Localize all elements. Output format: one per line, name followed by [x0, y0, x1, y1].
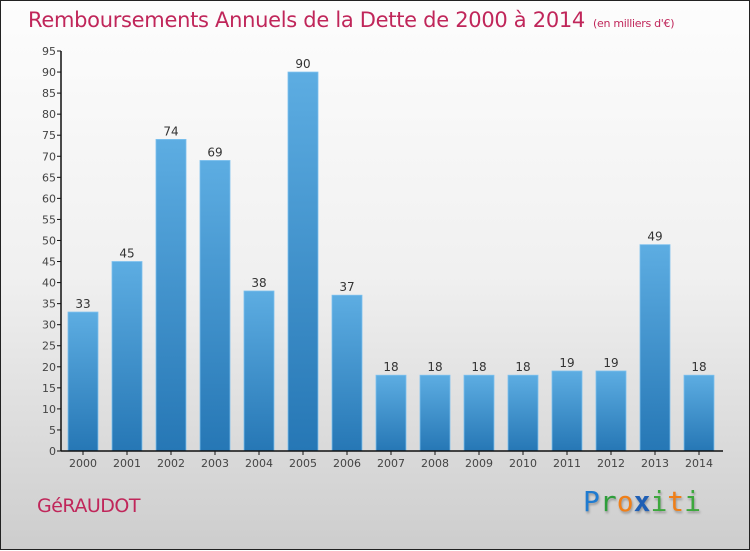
data-label-2008: 18	[427, 360, 442, 374]
logo-letter: i	[684, 485, 702, 518]
x-tick-label: 2000	[69, 457, 97, 470]
x-tick-label: 2007	[377, 457, 405, 470]
y-tick-label: 75	[42, 129, 56, 142]
bar-2011	[551, 370, 583, 452]
y-tick-label: 25	[42, 340, 56, 353]
data-label-2009: 18	[471, 360, 486, 374]
x-tick-label: 2014	[685, 457, 713, 470]
bar-2009	[463, 374, 495, 452]
chart-title: Remboursements Annuels de la Dette de 20…	[28, 8, 674, 32]
y-tick-label: 20	[42, 361, 56, 374]
y-tick-label: 80	[42, 108, 56, 121]
bar-2010	[507, 374, 539, 452]
y-tick-label: 40	[42, 277, 56, 290]
bar-2006	[331, 294, 363, 452]
x-tick-label: 2008	[421, 457, 449, 470]
y-tick-label: 10	[42, 403, 56, 416]
data-label-2010: 18	[515, 360, 530, 374]
title-text: Remboursements Annuels de la Dette de 20…	[28, 8, 585, 32]
data-label-2005: 90	[295, 57, 310, 71]
y-axis: 0 5 10 15 20 25 30 35 40 45 50 55 60 65 70 75 80 85 90 95	[42, 45, 62, 458]
bar-2004	[243, 290, 275, 452]
data-label-2004: 38	[251, 276, 266, 290]
y-tick-label: 30	[42, 319, 56, 332]
y-tick-label: 0	[49, 445, 56, 458]
y-tick-label: 15	[42, 382, 56, 395]
data-label-2001: 45	[119, 247, 134, 261]
x-tick-label: 2004	[245, 457, 273, 470]
data-label-2000: 33	[75, 297, 90, 311]
logo-letter: o	[616, 485, 634, 518]
y-tick-label: 5	[49, 424, 56, 437]
bar-2014	[683, 374, 715, 452]
x-tick-label: 2009	[465, 457, 493, 470]
x-axis: 2000 2001 2002 2003 2004 2005 2006 2007 2008 2009…	[61, 450, 723, 470]
y-tick-label: 70	[42, 150, 56, 163]
data-label-2007: 18	[383, 360, 398, 374]
bar-2003	[199, 160, 231, 452]
data-label-2006: 37	[339, 280, 354, 294]
x-tick-label: 2001	[113, 457, 141, 470]
x-tick-label: 2012	[597, 457, 625, 470]
x-tick-label: 2010	[509, 457, 537, 470]
chart-subtitle: (en milliers d'€)	[593, 17, 675, 30]
bar-2013	[639, 244, 671, 452]
y-tick-label: 65	[42, 171, 56, 184]
data-label-2003: 69	[207, 145, 222, 159]
logo-letter: t	[667, 485, 685, 518]
logo-letter: r	[599, 485, 617, 518]
y-tick-label: 50	[42, 234, 56, 247]
data-label-2013: 49	[647, 230, 662, 244]
y-tick-label: 85	[42, 87, 56, 100]
x-tick-label: 2013	[641, 457, 669, 470]
bar-2008	[419, 374, 451, 452]
bar-2000	[67, 311, 99, 452]
bar-2005	[287, 71, 319, 452]
y-tick-label: 60	[42, 192, 56, 205]
y-tick-label: 90	[42, 66, 56, 79]
logo-letter: x	[633, 485, 651, 518]
x-tick-label: 2011	[553, 457, 581, 470]
logo-letter: P	[583, 485, 600, 518]
y-tick-label: 45	[42, 256, 56, 269]
bars: 33 45 74 69 38 90 37 18 18 18 18 19 19 49 18	[67, 57, 715, 452]
proxiti-logo[interactable]: Proxiti	[583, 485, 701, 518]
bar-2002	[155, 139, 187, 452]
data-label-2011: 19	[559, 356, 574, 370]
bar-2007	[375, 374, 407, 452]
y-tick-label: 35	[42, 298, 56, 311]
bar-2012	[595, 370, 627, 452]
data-label-2014: 18	[691, 360, 706, 374]
data-label-2002: 74	[163, 124, 178, 138]
x-tick-label: 2005	[289, 457, 317, 470]
logo-letter: i	[650, 485, 668, 518]
commune-name: GéRAUDOT	[37, 495, 140, 517]
bar-2001	[111, 261, 143, 452]
x-tick-label: 2006	[333, 457, 361, 470]
x-tick-label: 2003	[201, 457, 229, 470]
data-label-2012: 19	[603, 356, 618, 370]
y-tick-label: 55	[42, 213, 56, 226]
y-tick-label: 95	[42, 45, 56, 58]
x-tick-label: 2002	[157, 457, 185, 470]
